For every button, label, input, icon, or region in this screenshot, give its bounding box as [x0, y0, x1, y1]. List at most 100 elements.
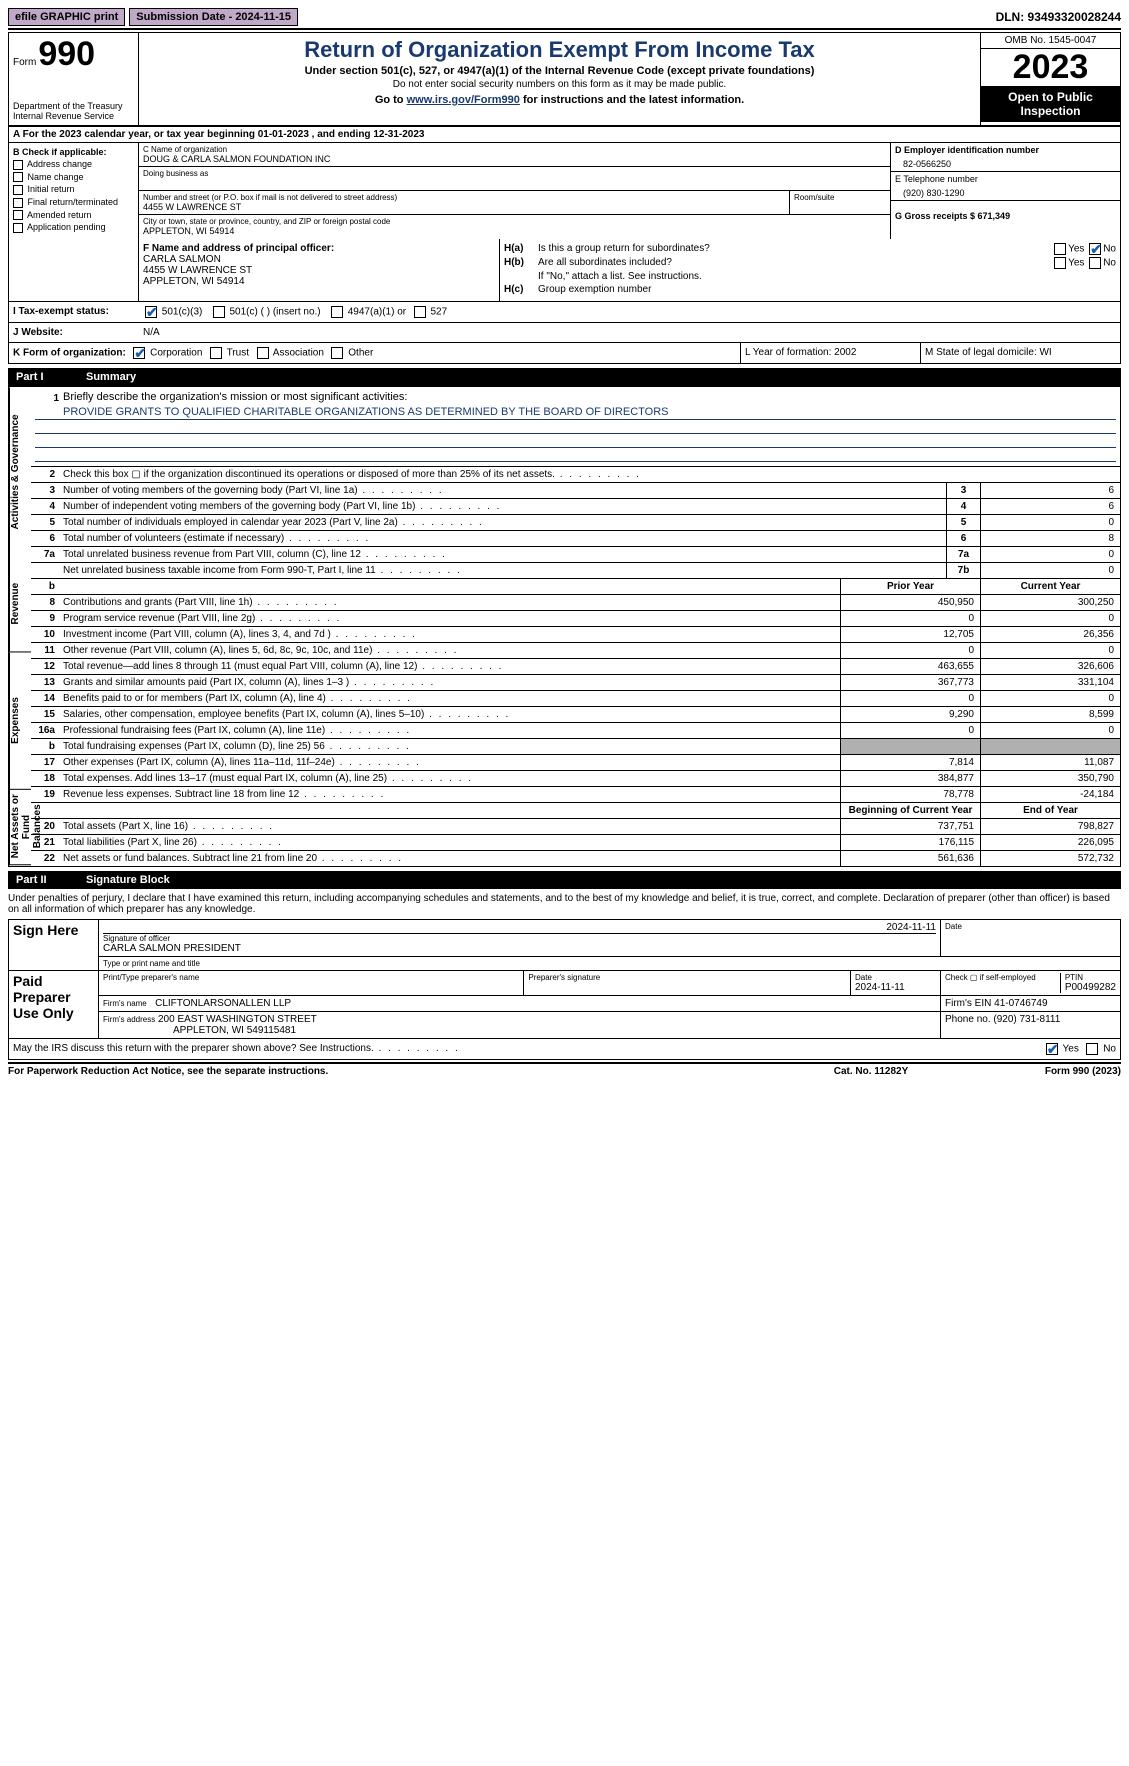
prep-name-label: Print/Type preparer's name [103, 973, 519, 982]
na-header: Beginning of Current Year End of Year [31, 803, 1120, 819]
hb-yes[interactable] [1054, 257, 1066, 269]
opt-corp: Corporation [150, 347, 202, 358]
ha-text: Is this a group return for subordinates? [538, 243, 1052, 255]
checkbox[interactable] [13, 198, 23, 208]
org-name: DOUG & CARLA SALMON FOUNDATION INC [143, 154, 886, 164]
status-501c3[interactable] [145, 306, 157, 318]
firm-phone: Phone no. (920) 731-8111 [941, 1011, 1121, 1038]
street-label: Number and street (or P.O. box if mail i… [143, 193, 785, 202]
sig-date1: 2024-11-11 [103, 922, 936, 934]
firm-name: CLIFTONLARSONALLEN LLP [155, 998, 291, 1009]
opt-trust: Trust [227, 347, 249, 358]
date-label-2: Date [855, 973, 936, 982]
firm-addr2: APPLETON, WI 549115481 [103, 1025, 296, 1036]
checkbox[interactable] [13, 172, 23, 182]
k-corp[interactable] [133, 347, 145, 359]
form-number: 990 [38, 37, 95, 71]
col-b-item: Final return/terminated [28, 197, 119, 207]
form-header: Form 990 Department of the Treasury Inte… [8, 32, 1121, 127]
opt-527: 527 [430, 306, 447, 317]
status-4947[interactable] [331, 306, 343, 318]
summary-row: bTotal fundraising expenses (Part IX, co… [31, 739, 1120, 755]
footer-left: For Paperwork Reduction Act Notice, see … [8, 1066, 771, 1077]
ptin-label: PTIN [1065, 973, 1116, 982]
efile-button[interactable]: efile GRAPHIC print [8, 8, 125, 26]
city-label: City or town, state or province, country… [143, 217, 886, 226]
ein: 82-0566250 [895, 155, 1116, 169]
col-b-item: Initial return [28, 184, 75, 194]
topbar: efile GRAPHIC print Submission Date - 20… [8, 8, 1121, 30]
mission-label: Briefly describe the organization's miss… [63, 391, 1116, 406]
part2-num: Part II [16, 874, 86, 886]
yes-label: Yes [1068, 243, 1084, 254]
ein-label: D Employer identification number [895, 145, 1116, 155]
phone: (920) 830-1290 [895, 184, 1116, 198]
vtab-revenue: Revenue [9, 556, 31, 652]
officer-name: CARLA SALMON [143, 254, 495, 265]
summary-row: 2Check this box ▢ if the organization di… [31, 467, 1120, 483]
col-b-item: Address change [27, 159, 92, 169]
ha-yes[interactable] [1054, 243, 1066, 255]
firm-addr1: 200 EAST WASHINGTON STREET [158, 1014, 317, 1025]
hb-no[interactable] [1089, 257, 1101, 269]
discuss-yes[interactable] [1046, 1043, 1058, 1055]
discuss-row: May the IRS discuss this return with the… [8, 1039, 1121, 1060]
goto-link[interactable]: www.irs.gov/Form990 [407, 94, 520, 106]
city: APPLETON, WI 54914 [143, 226, 886, 236]
begin-year-hdr: Beginning of Current Year [840, 803, 980, 818]
paid-preparer-label: Paid Preparer Use Only [9, 970, 99, 1038]
checkbox[interactable] [13, 160, 23, 170]
discuss-no[interactable] [1086, 1043, 1098, 1055]
website-row: J Website: N/A [8, 323, 1121, 343]
opt-501c3: 501(c)(3) [162, 306, 203, 317]
sig-officer-label: Signature of officer [103, 934, 936, 943]
summary-row: 5Total number of individuals employed in… [31, 515, 1120, 531]
signature-intro: Under penalties of perjury, I declare th… [8, 889, 1121, 919]
k-other[interactable] [331, 347, 343, 359]
status-501c[interactable] [213, 306, 225, 318]
department: Department of the Treasury Internal Reve… [13, 101, 134, 121]
part1-header: Part I Summary [8, 368, 1121, 386]
yes-label-3: Yes [1063, 1043, 1079, 1054]
goto-line: Go to www.irs.gov/Form990 for instructio… [143, 94, 976, 106]
hb-note: If "No," attach a list. See instructions… [538, 271, 1116, 282]
checkbox[interactable] [13, 185, 23, 195]
no-label-3: No [1103, 1043, 1116, 1054]
yes-label-2: Yes [1068, 257, 1084, 268]
firm-ein: Firm's EIN 41-0746749 [941, 995, 1121, 1011]
submission-date: Submission Date - 2024-11-15 [129, 8, 298, 26]
summary-row: 16aProfessional fundraising fees (Part I… [31, 723, 1120, 739]
form-subtitle2: Do not enter social security numbers on … [143, 79, 976, 90]
checkbox[interactable] [13, 223, 23, 233]
footer-mid: Cat. No. 11282Y [771, 1066, 971, 1077]
k-trust[interactable] [210, 347, 222, 359]
summary-row: 15Salaries, other compensation, employee… [31, 707, 1120, 723]
prep-date: 2024-11-11 [855, 982, 936, 993]
summary-body: Activities & Governance Revenue Expenses… [8, 386, 1121, 867]
ha-no[interactable] [1089, 243, 1101, 255]
end-year-hdr: End of Year [980, 803, 1120, 818]
gross-receipts: G Gross receipts $ 671,349 [895, 211, 1116, 221]
firm-name-label: Firm's name [103, 999, 147, 1008]
footer: For Paperwork Reduction Act Notice, see … [8, 1062, 1121, 1077]
status-527[interactable] [414, 306, 426, 318]
website-label: J Website: [13, 327, 143, 338]
l-year-formation: L Year of formation: 2002 [740, 343, 920, 363]
col-b-checkboxes: B Check if applicable: Address change Na… [9, 143, 139, 239]
opt-other: Other [348, 347, 373, 358]
officer-street: 4455 W LAWRENCE ST [143, 265, 495, 276]
summary-row: 10Investment income (Part VIII, column (… [31, 627, 1120, 643]
sign-here-label: Sign Here [9, 919, 99, 970]
street: 4455 W LAWRENCE ST [143, 202, 785, 212]
k-assoc[interactable] [257, 347, 269, 359]
omb-number: OMB No. 1545-0047 [981, 33, 1120, 49]
col-b-item: Application pending [27, 222, 106, 232]
checkbox[interactable] [13, 210, 23, 220]
summary-row: 11Other revenue (Part VIII, column (A), … [31, 643, 1120, 659]
m-domicile: M State of legal domicile: WI [920, 343, 1120, 363]
k-row: K Form of organization: Corporation Trus… [8, 343, 1121, 364]
line1-num: 1 [35, 391, 63, 406]
prior-year-hdr: Prior Year [840, 579, 980, 594]
hc-text: Group exemption number [538, 284, 1116, 295]
no-label: No [1103, 243, 1116, 254]
